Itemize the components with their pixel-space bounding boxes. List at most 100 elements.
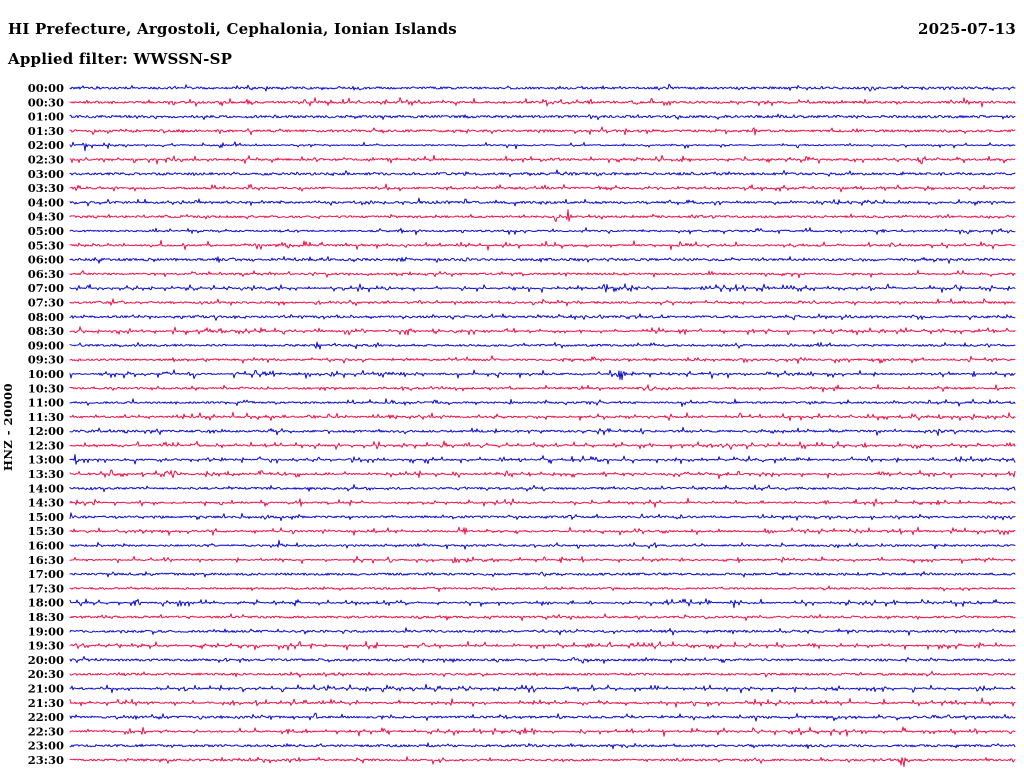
trace-row: [69, 598, 1016, 609]
trace-time-label: 04:00: [28, 195, 64, 209]
trace-row: [69, 440, 1016, 450]
trace-time-label: 10:30: [28, 381, 64, 395]
row-time-labels: 00:0000:3001:0001:3002:0002:3003:0003:30…: [28, 81, 64, 767]
trace-time-label: 22:30: [28, 724, 64, 738]
trace-time-label: 06:00: [28, 253, 64, 267]
trace-time-label: 08:00: [28, 310, 64, 324]
trace-row: [69, 585, 1016, 593]
trace-time-label: 13:30: [28, 467, 64, 481]
trace-row: [69, 454, 1016, 465]
trace-row: [69, 426, 1016, 436]
trace-time-label: 01:00: [28, 110, 64, 124]
date-label: 2025-07-13: [918, 20, 1016, 38]
trace-time-label: 18:30: [28, 610, 64, 624]
trace-time-label: 04:30: [28, 210, 64, 224]
trace-time-label: 15:00: [28, 510, 64, 524]
trace-time-label: 14:00: [28, 481, 64, 495]
trace-row: [69, 539, 1016, 550]
trace-time-label: 07:30: [28, 296, 64, 310]
trace-row: [69, 640, 1016, 651]
trace-time-label: 13:00: [28, 453, 64, 467]
trace-row: [69, 169, 1016, 178]
trace-time-label: 16:00: [28, 539, 64, 553]
trace-row: [69, 571, 1016, 578]
trace-time-label: 02:00: [28, 138, 64, 152]
trace-time-label: 00:00: [28, 81, 64, 95]
trace-time-label: 23:30: [28, 753, 64, 767]
trace-time-label: 16:30: [28, 553, 64, 567]
trace-time-label: 02:30: [28, 153, 64, 167]
trace-row: [69, 341, 1016, 350]
trace-row: [69, 209, 1016, 223]
trace-row: [69, 154, 1016, 165]
trace-row: [69, 726, 1016, 737]
trace-row: [69, 97, 1016, 108]
trace-time-label: 03:30: [28, 181, 64, 195]
trace-time-label: 05:30: [28, 238, 64, 252]
trace-row: [69, 355, 1016, 364]
trace-time-label: 20:00: [28, 653, 64, 667]
trace-row: [69, 183, 1016, 193]
trace-row: [69, 298, 1016, 307]
trace-time-label: 19:30: [28, 639, 64, 653]
trace-row: [69, 369, 1016, 381]
trace-time-label: 12:00: [28, 424, 64, 438]
trace-row: [69, 712, 1016, 722]
trace-row: [69, 113, 1016, 121]
trace-time-label: 17:00: [28, 567, 64, 581]
trace-row: [69, 627, 1016, 636]
trace-row: [69, 313, 1016, 321]
trace-row: [69, 656, 1016, 664]
trace-row: [69, 227, 1016, 236]
trace-time-label: 07:00: [28, 281, 64, 295]
trace-time-label: 09:00: [28, 338, 64, 352]
trace-row: [69, 670, 1016, 678]
trace-row: [69, 398, 1016, 407]
trace-row: [69, 384, 1016, 393]
trace-row: [69, 697, 1016, 708]
trace-row: [69, 269, 1016, 279]
trace-time-label: 17:30: [28, 581, 64, 595]
trace-time-label: 05:00: [28, 224, 64, 238]
trace-row: [69, 497, 1016, 508]
trace-time-label: 09:30: [28, 353, 64, 367]
trace-time-label: 00:30: [28, 95, 64, 109]
trace-time-label: 11:00: [28, 396, 64, 410]
trace-time-label: 08:30: [28, 324, 64, 338]
trace-row: [69, 197, 1016, 207]
trace-row: [69, 683, 1016, 694]
trace-time-label: 14:30: [28, 496, 64, 510]
trace-time-label: 01:30: [28, 124, 64, 138]
trace-row: [69, 555, 1016, 564]
trace-time-label: 22:00: [28, 710, 64, 724]
trace-time-label: 12:30: [28, 438, 64, 452]
trace-rows: [69, 83, 1016, 768]
trace-row: [69, 742, 1016, 750]
trace-row: [69, 613, 1016, 621]
page-title: HI Prefecture, Argostoli, Cephalonia, Io…: [8, 20, 457, 38]
trace-time-label: 06:30: [28, 267, 64, 281]
trace-time-label: 18:00: [28, 596, 64, 610]
trace-time-label: 10:00: [28, 367, 64, 381]
trace-time-label: 23:00: [28, 739, 64, 753]
trace-row: [69, 141, 1016, 152]
trace-time-label: 03:00: [28, 167, 64, 181]
trace-row: [69, 126, 1016, 136]
trace-time-label: 11:30: [28, 410, 64, 424]
trace-row: [69, 526, 1016, 536]
trace-time-label: 20:30: [28, 667, 64, 681]
trace-row: [69, 469, 1016, 480]
trace-time-label: 21:30: [28, 696, 64, 710]
trace-row: [69, 484, 1016, 493]
trace-time-label: 21:00: [28, 682, 64, 696]
trace-row: [69, 256, 1016, 264]
y-axis-label: HNZ - 20000: [1, 383, 15, 471]
trace-time-label: 15:30: [28, 524, 64, 538]
trace-row: [69, 756, 1016, 768]
trace-row: [69, 512, 1016, 522]
trace-row: [69, 326, 1016, 336]
trace-row: [69, 283, 1016, 293]
trace-row: [69, 411, 1016, 422]
trace-row: [69, 83, 1016, 92]
